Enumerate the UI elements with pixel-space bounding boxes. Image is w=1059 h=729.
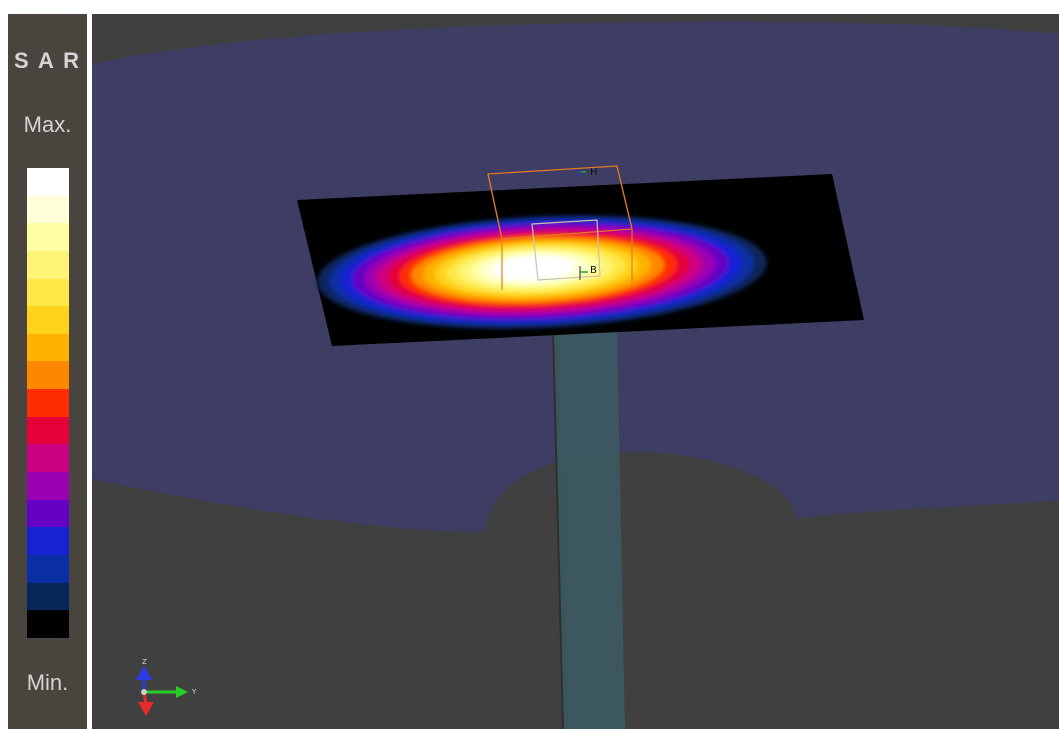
z-axis-label: Z [142,658,147,666]
colorbar-step [27,195,69,224]
z-axis-arrowhead [136,666,152,680]
colorbar-step [27,278,69,307]
colorbar-step [27,389,69,417]
legend-title: S A R [13,48,82,73]
colorbar-step [27,472,69,500]
sensor-label-h: H [590,167,598,178]
sar-contour-level [493,255,575,281]
colorbar-step [27,527,69,555]
colorbar-step [27,610,69,638]
sar-colorbar [27,168,69,638]
colorbar-step [27,416,69,445]
probe-box-edge-right [616,165,633,282]
colorbar-step [27,168,69,196]
colorbar-step [27,333,69,362]
sar-legend-panel: S A R Max. Min. [8,14,87,729]
colorbar-step [27,361,69,390]
x-axis-arrowhead [138,702,154,716]
sensor-label-b: B [590,265,597,276]
sensor-marker-h: H [579,167,598,178]
probe-box [487,165,633,290]
colorbar-step [27,250,69,279]
legend-min-label: Min. [26,670,69,695]
colorbar-step [27,582,69,611]
colorbar-step [27,444,69,473]
y-axis-label: Y [191,688,197,696]
colorbar-step [27,554,69,583]
sar-distribution [317,215,767,329]
axis-origin [141,689,147,695]
sensor-marker-b: B [579,265,597,280]
colorbar-step [27,223,69,251]
colorbar-step [27,306,69,334]
scene-svg: H B Y Z [92,14,1059,729]
probe-box-edge-left [487,173,503,290]
probe-shaft [554,329,625,729]
legend-max-label: Max. [23,112,72,137]
axis-triad[interactable]: Y Z [136,658,197,716]
3d-viewport[interactable]: H B Y Z [92,14,1059,729]
colorbar-step [27,499,69,528]
probe-tip-frame [531,219,601,281]
y-axis-arrowhead [176,686,188,698]
